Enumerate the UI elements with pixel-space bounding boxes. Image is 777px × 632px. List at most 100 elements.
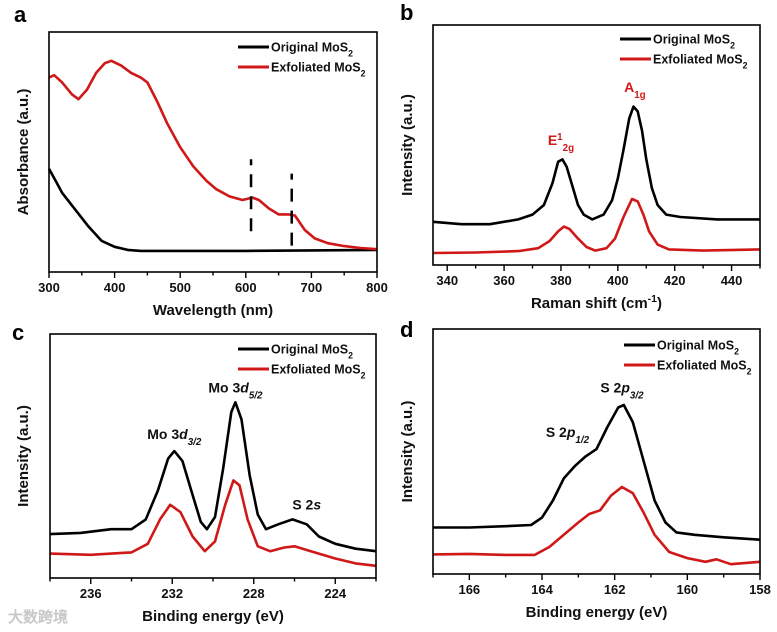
series-line-exfoliated [49,479,377,568]
x-tick-label: 224 [324,586,346,601]
panel-letter: c [12,320,24,345]
series-line-exfoliated [48,59,378,251]
series-line-exfoliated [432,197,761,255]
text-part: S 2 [292,497,313,513]
peak-annotation: S 2p3/2 [600,380,644,402]
x-tick-label: 228 [243,586,265,601]
text-part: 2 [361,371,366,381]
peak-annotation: Mo 3d5/2 [208,380,263,402]
text-part: Absorbance (a.u.) [15,89,32,216]
legend-label: Exfoliated MoS2 [271,61,366,79]
legend-label: Original MoS2 [653,33,735,51]
text-part: 1g [634,90,645,101]
text-part: 1 [557,132,563,143]
text-part: 5/2 [249,390,263,401]
text-part: 2 [734,347,739,357]
panel-a: a 300 400 500 600 700 800 Wavelength (nm) Absorb… [14,2,388,319]
text-part: Original MoS [271,41,348,55]
panel-d: d 166 164 162 160 158 Binding energy (eV) Inten… [399,317,771,621]
text-part: Binding energy (eV) [142,608,284,625]
text-part: d [179,426,188,442]
text-part: Mo 3 [147,426,179,442]
series-line-original [47,168,378,253]
text-part: ) [657,295,662,312]
legend-item-exfoliated: Exfoliated MoS2 [238,363,366,381]
x-tick-label: 164 [531,582,553,597]
text-part: Mo 3 [208,380,240,396]
legend-label: Exfoliated MoS2 [657,359,752,377]
x-tick-label: 232 [161,586,183,601]
peak-annotation: Mo 3d3/2 [147,426,202,448]
text-part: 1/2 [575,434,589,445]
x-tick-label: 236 [80,586,102,601]
series-line-exfoliated [432,485,761,566]
x-tick-label: 166 [458,582,480,597]
text-part: 2 [730,41,735,51]
y-axis-label: Intensity (a.u.) [15,405,32,507]
watermark: 大数跨境 [8,608,68,626]
y-axis-label: Intensity (a.u.) [399,401,416,503]
text-part: S 2 [546,424,567,440]
x-tick-label: 162 [604,582,626,597]
text-part: E [548,132,557,148]
legend-label: Original MoS2 [271,41,353,59]
text-part: Original MoS [657,339,734,353]
legend-label: Exfoliated MoS2 [653,53,748,71]
legend-item-original: Original MoS2 [238,343,353,361]
peak-annotation: E12g [548,132,574,154]
text-part: 3/2 [188,436,202,447]
y-axis-label: Intensity (a.u.) [399,94,416,196]
text-part: p [566,424,576,440]
legend-item-exfoliated: Exfoliated MoS2 [624,359,752,377]
x-tick-label: 440 [721,273,743,288]
x-axis-label: Binding energy (eV) [142,608,284,625]
text-part: Exfoliated MoS [271,363,361,377]
x-axis-label: Wavelength (nm) [153,302,273,319]
text-part: Intensity (a.u.) [399,401,416,503]
text-part: Exfoliated MoS [271,61,361,75]
text-part: Intensity (a.u.) [399,94,416,196]
legend-item-original: Original MoS2 [620,33,735,51]
y-axis-label: Absorbance (a.u.) [15,89,32,216]
x-tick-label: 800 [366,280,388,295]
panel-letter: d [400,317,413,342]
panel-letter: b [400,0,413,25]
text-part: Exfoliated MoS [657,359,747,373]
text-part: Intensity (a.u.) [15,405,32,507]
panel-letter: a [14,2,27,27]
x-tick-label: 158 [749,582,771,597]
x-tick-label: 300 [38,280,60,295]
x-tick-label: 340 [436,273,458,288]
text-part: p [620,380,630,396]
series-line-original [432,105,760,226]
text-part: Original MoS [653,33,730,47]
legend-label: Original MoS2 [657,339,739,357]
legend-label: Original MoS2 [271,343,353,361]
text-part: 2 [361,69,366,79]
text-part: -1 [648,293,657,305]
text-part: Exfoliated MoS [653,53,743,67]
text-part: 2 [348,351,353,361]
text-part: s [313,497,321,513]
legend-item-original: Original MoS2 [624,339,739,357]
text-part: 2g [563,143,574,154]
panel-c: c 236 232 228 224 Binding energy (eV) Intensit… [12,320,377,625]
text-part: Raman shift (cm [531,295,648,312]
legend-item-original: Original MoS2 [238,41,353,59]
x-tick-label: 160 [676,582,698,597]
text-part: d [240,380,249,396]
text-part: 3/2 [630,390,644,401]
x-tick-label: 400 [104,280,126,295]
x-tick-label: 380 [550,273,572,288]
text-part: 2 [747,367,752,377]
x-tick-label: 400 [607,273,629,288]
series-line-original [433,403,761,541]
text-part: Binding energy (eV) [526,604,668,621]
legend-item-exfoliated: Exfoliated MoS2 [620,53,748,71]
x-tick-label: 360 [493,273,515,288]
text-part: S 2 [600,380,621,396]
x-axis-label: Raman shift (cm-1) [531,293,662,312]
panel-b: b 340 360 380 400 420 440 Raman shift (cm-1) Int… [399,0,761,312]
x-tick-label: 420 [664,273,686,288]
